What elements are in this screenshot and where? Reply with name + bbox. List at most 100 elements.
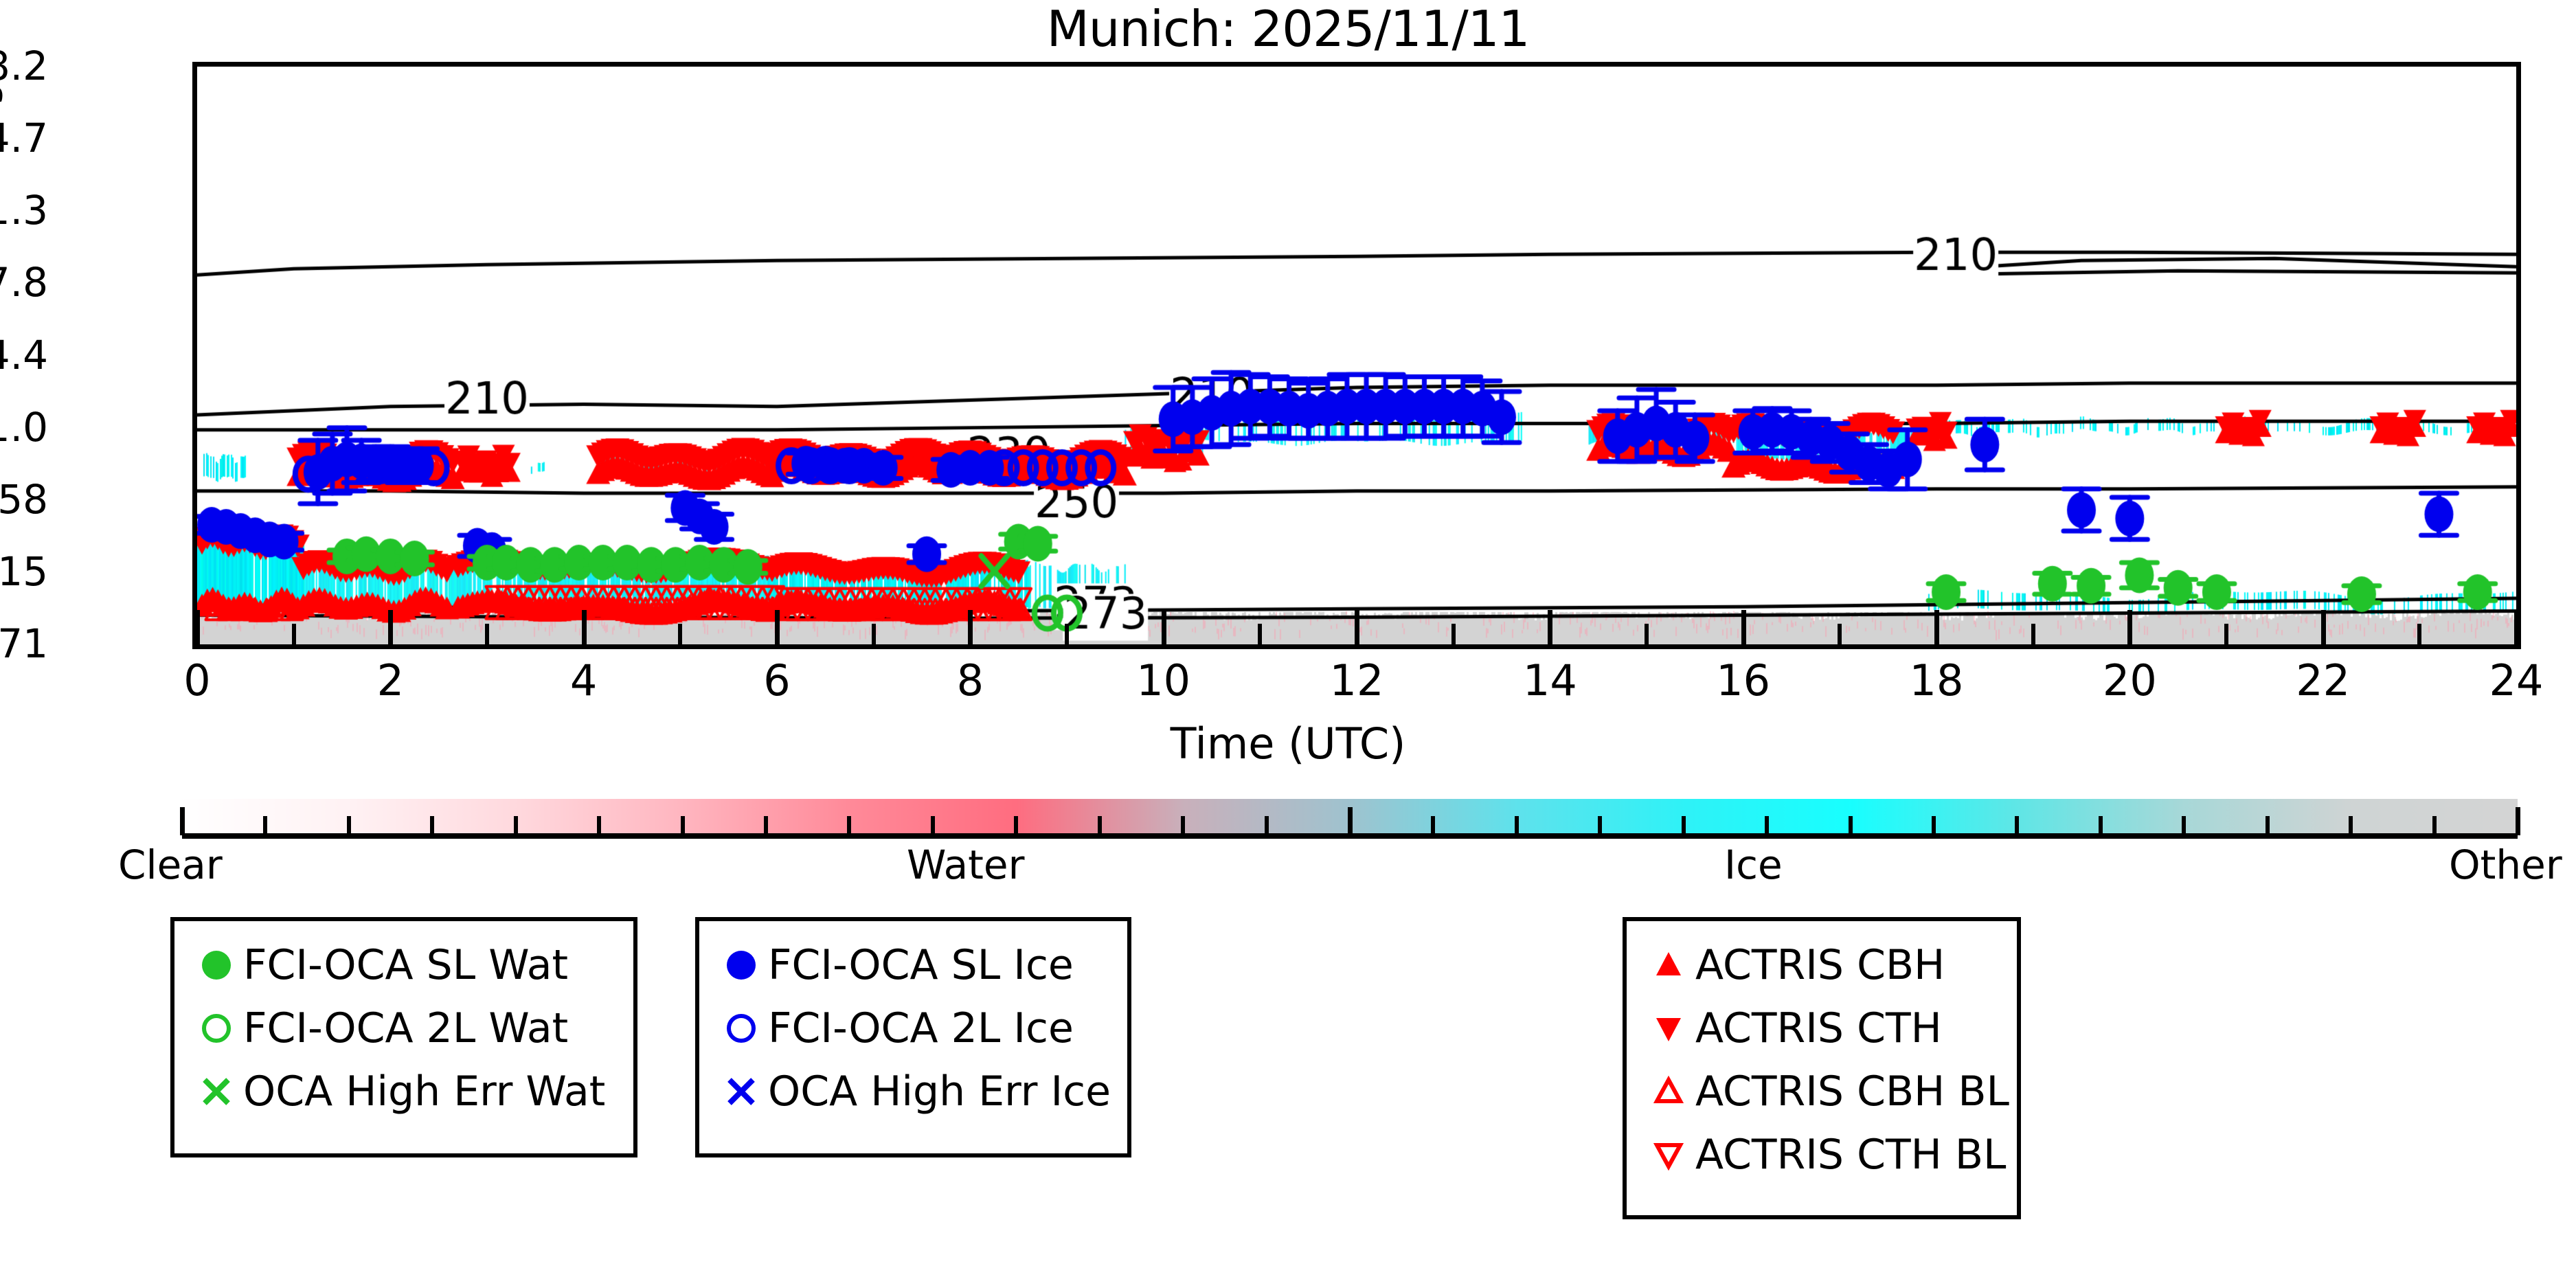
legend-actris-label: ACTRIS CTH BL	[1695, 1133, 2006, 1177]
colorbar-tick	[2182, 816, 2186, 835]
x-tick-minor	[872, 624, 876, 649]
x-tick-mark	[1548, 610, 1552, 649]
colorbar-tick	[1598, 816, 1602, 835]
colorbar-tick	[1765, 816, 1769, 835]
legend-ice-label: FCI-OCA SL Ice	[768, 943, 1074, 987]
x-tick-mark	[1934, 610, 1939, 649]
colorbar-tick	[764, 816, 768, 835]
colorbar-tick	[1348, 807, 1353, 835]
x-tick-label: 24	[2448, 659, 2576, 702]
x-tick-minor	[2417, 624, 2421, 649]
legend-water-item[interactable]: FCI-OCA SL Wat	[190, 934, 615, 997]
x-tick-label: 6	[708, 659, 846, 702]
y-axis-title: Height AMSL (km)	[0, 0, 3, 206]
x-tick-minor	[1065, 624, 1069, 649]
colorbar-tick	[1682, 816, 1686, 835]
x-tick-mark	[2321, 610, 2326, 649]
y-tick-label: 14.4	[0, 335, 48, 375]
legend-ice-item[interactable]: OCA High Err Ice	[714, 1060, 1109, 1123]
cross-icon	[714, 1067, 768, 1116]
colorbar-tick	[263, 816, 267, 835]
x-tick-minor	[678, 624, 682, 649]
colorbar-tick	[180, 807, 185, 835]
filled-circle-icon	[714, 941, 768, 989]
x-tick-label: 22	[2255, 659, 2392, 702]
x-tick-mark	[582, 610, 587, 649]
x-tick-mark	[1741, 610, 1746, 649]
colorbar-tick	[1265, 816, 1269, 835]
legend-ice: FCI-OCA SL Ice FCI-OCA 2L Ice OCA High Err…	[695, 917, 1131, 1157]
colorbar-tick	[1181, 816, 1185, 835]
colorbar-tick	[347, 816, 351, 835]
x-tick-minor	[1838, 624, 1842, 649]
legend-actris-label: ACTRIS CBH BL	[1695, 1070, 2009, 1114]
colorbar-tick	[597, 816, 601, 835]
colorbar-tick	[847, 816, 851, 835]
colorbar-tick	[1849, 816, 1853, 835]
x-tick-mark	[1355, 610, 1359, 649]
x-tick-minor	[2031, 624, 2035, 649]
colorbar-tick	[1098, 816, 1102, 835]
colorbar-tick	[2432, 816, 2437, 835]
colorbar-label-clear: Clear	[118, 844, 223, 886]
plot-area	[192, 62, 2521, 649]
y-tick-label: 4.15	[0, 552, 48, 591]
legend-ice-label: OCA High Err Ice	[768, 1070, 1111, 1114]
y-tick-label: 7.58	[0, 479, 48, 519]
colorbar-label-water: Water	[907, 844, 1024, 886]
legend-actris-label: ACTRIS CBH	[1695, 943, 1945, 987]
colorbar-tick	[2015, 816, 2019, 835]
triangle-down-icon	[1642, 1004, 1695, 1052]
legend-actris-item[interactable]: ACTRIS CBH BL	[1642, 1060, 1999, 1123]
open-circle-icon	[714, 1004, 768, 1052]
legend-ice-label: FCI-OCA 2L Ice	[768, 1006, 1074, 1050]
cross-icon	[190, 1067, 243, 1116]
x-tick-minor	[1451, 624, 1456, 649]
x-tick-minor	[485, 624, 489, 649]
legend-water-item[interactable]: FCI-OCA 2L Wat	[190, 997, 615, 1060]
x-tick-mark	[968, 610, 973, 649]
x-axis-title: Time (UTC)	[0, 721, 2576, 767]
open-circle-icon	[190, 1004, 243, 1052]
legend-water-label: FCI-OCA SL Wat	[243, 943, 568, 987]
legend-actris-item[interactable]: ACTRIS CTH BL	[1642, 1123, 1999, 1186]
colorbar-tick	[2349, 816, 2353, 835]
x-tick-mark	[195, 610, 200, 649]
colorbar-tick	[931, 816, 935, 835]
colorbar-tick	[1932, 816, 1936, 835]
colorbar-label-ice: Ice	[1724, 844, 1783, 886]
x-tick-label: 10	[1095, 659, 1232, 702]
triangle-down-open-icon	[1642, 1131, 1695, 1179]
colorbar-tick	[2266, 816, 2270, 835]
legend-water-item[interactable]: OCA High Err Wat	[190, 1060, 615, 1123]
legend-actris: ACTRIS CBH ACTRIS CTH ACTRIS CBH BL ACTRIS …	[1623, 917, 2021, 1219]
colorbar-tick	[1014, 816, 1018, 835]
x-tick-label: 20	[2061, 659, 2198, 702]
x-tick-mark	[1162, 610, 1166, 649]
y-tick-label: 28.2	[0, 46, 48, 86]
colorbar-tick	[1431, 816, 1435, 835]
x-tick-label: 8	[901, 659, 1039, 702]
colorbar-tick	[1515, 816, 1519, 835]
x-tick-label: 12	[1288, 659, 1425, 702]
x-tick-minor	[292, 624, 296, 649]
legend-ice-item[interactable]: FCI-OCA 2L Ice	[714, 997, 1109, 1060]
legend-ice-item[interactable]: FCI-OCA SL Ice	[714, 934, 1109, 997]
legend-water: FCI-OCA SL Wat FCI-OCA 2L Wat OCA High Err…	[170, 917, 637, 1157]
colorbar-tick	[2099, 816, 2103, 835]
y-tick-label: 11.0	[0, 407, 48, 447]
x-tick-minor	[2224, 624, 2228, 649]
x-tick-mark	[775, 610, 780, 649]
legend-water-label: FCI-OCA 2L Wat	[243, 1006, 568, 1050]
legend-actris-item[interactable]: ACTRIS CTH	[1642, 997, 1999, 1060]
x-tick-label: 14	[1481, 659, 1618, 702]
x-tick-minor	[1258, 624, 1262, 649]
legend-actris-item[interactable]: ACTRIS CBH	[1642, 934, 1999, 997]
x-tick-minor	[1645, 624, 1649, 649]
plot-canvas	[197, 67, 2516, 644]
x-tick-label: 2	[321, 659, 459, 702]
x-tick-mark	[2514, 610, 2519, 649]
y-tick-label: 17.8	[0, 262, 48, 302]
triangle-up-icon	[1642, 941, 1695, 989]
y-tick-label: 21.3	[0, 190, 48, 230]
